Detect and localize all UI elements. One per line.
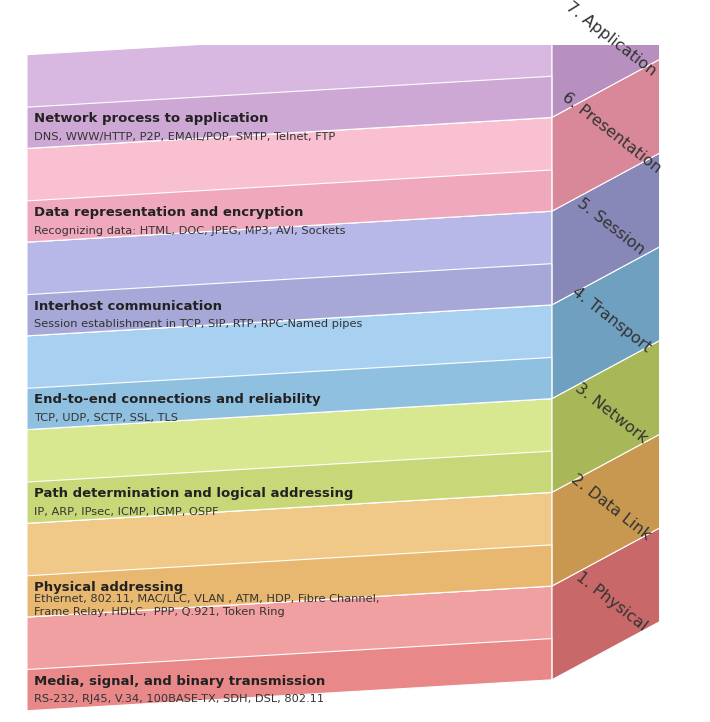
Polygon shape <box>27 170 552 242</box>
Text: Data representation and encryption: Data representation and encryption <box>35 206 304 219</box>
Text: IP, ARP, IPsec, ICMP, IGMP, OSPF: IP, ARP, IPsec, ICMP, IGMP, OSPF <box>35 507 219 517</box>
Polygon shape <box>27 586 552 710</box>
Polygon shape <box>27 638 552 710</box>
Text: 4. Transport: 4. Transport <box>569 284 653 355</box>
Polygon shape <box>552 153 660 305</box>
Polygon shape <box>27 212 552 336</box>
Text: Session establishment in TCP, SIP, RTP, RPC-Named pipes: Session establishment in TCP, SIP, RTP, … <box>35 319 363 329</box>
Polygon shape <box>552 528 660 680</box>
Text: 3. Network: 3. Network <box>572 380 650 446</box>
Polygon shape <box>27 305 552 430</box>
Polygon shape <box>27 399 552 523</box>
Polygon shape <box>552 247 660 399</box>
Polygon shape <box>552 434 660 586</box>
Polygon shape <box>27 357 552 430</box>
Text: Media, signal, and binary transmission: Media, signal, and binary transmission <box>35 674 326 687</box>
Text: TCP, UDP, SCTP, SSL, TLS: TCP, UDP, SCTP, SSL, TLS <box>35 413 178 423</box>
Text: 2. Data Link: 2. Data Link <box>568 471 654 543</box>
Text: 6. Presentation: 6. Presentation <box>559 89 663 175</box>
Polygon shape <box>27 451 552 523</box>
Text: End-to-end connections and reliability: End-to-end connections and reliability <box>35 393 321 406</box>
Polygon shape <box>27 492 552 617</box>
Text: 5. Session: 5. Session <box>574 195 648 257</box>
Text: RS-232, RJ45, V.34, 100BASE-TX, SDH, DSL, 802.11: RS-232, RJ45, V.34, 100BASE-TX, SDH, DSL… <box>35 695 324 704</box>
Text: 1. Physical: 1. Physical <box>573 569 650 633</box>
Polygon shape <box>552 0 660 118</box>
Polygon shape <box>27 24 552 149</box>
Text: Recognizing data: HTML, DOC, JPEG, MP3, AVI, Sockets: Recognizing data: HTML, DOC, JPEG, MP3, … <box>35 225 346 235</box>
Text: Physical addressing: Physical addressing <box>35 580 184 593</box>
Text: Interhost communication: Interhost communication <box>35 300 222 313</box>
Polygon shape <box>552 59 660 212</box>
Text: 7. Application: 7. Application <box>563 0 659 79</box>
Text: DNS, WWW/HTTP, P2P, EMAIL/POP, SMTP, Telnet, FTP: DNS, WWW/HTTP, P2P, EMAIL/POP, SMTP, Tel… <box>35 132 336 142</box>
Text: Network process to application: Network process to application <box>35 112 269 125</box>
Text: Path determination and logical addressing: Path determination and logical addressin… <box>35 487 354 500</box>
Polygon shape <box>27 118 552 242</box>
Polygon shape <box>27 77 552 149</box>
Text: Ethernet, 802.11, MAC/LLC, VLAN , ATM, HDP, Fibre Channel,
Frame Relay, HDLC,  P: Ethernet, 802.11, MAC/LLC, VLAN , ATM, H… <box>35 594 380 617</box>
Polygon shape <box>552 341 660 492</box>
Polygon shape <box>27 545 552 617</box>
Polygon shape <box>27 264 552 336</box>
